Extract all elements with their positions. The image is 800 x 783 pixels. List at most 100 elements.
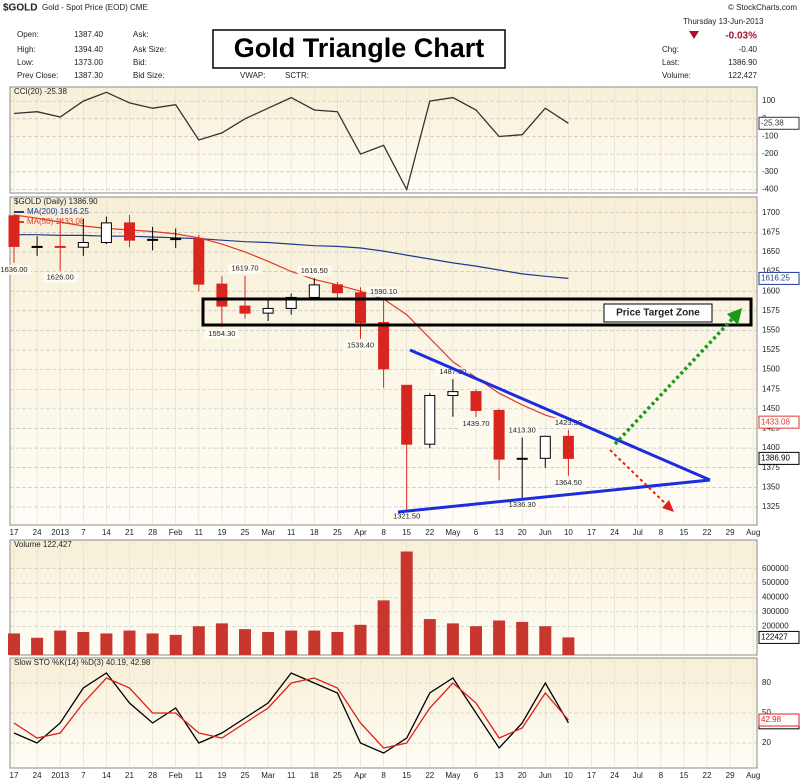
quote-field: VWAP: <box>240 71 265 80</box>
up-arrow-head <box>727 308 742 325</box>
legend-label: MA(50) 1433.08 <box>27 217 85 226</box>
source: © StockCharts.com <box>728 3 797 12</box>
target-zone-box <box>603 303 713 323</box>
y-tick-label: 1575 <box>762 306 780 315</box>
price-label: 1364.50 <box>555 478 582 487</box>
price-label: 1616.50 <box>301 266 328 275</box>
price-label: 1439.70 <box>462 419 489 428</box>
quote-field: Ask Size: <box>133 45 166 54</box>
line <box>13 677 569 749</box>
last-value-label: 1616.25 <box>761 274 790 283</box>
y-tick-label: 1500 <box>762 365 780 374</box>
candle-body <box>285 296 297 309</box>
y-tick-label: -300 <box>762 167 779 176</box>
bar <box>562 637 575 655</box>
price-label-bg <box>366 286 401 297</box>
x-tick-label: 15 <box>679 528 688 537</box>
price-label: 1413.30 <box>509 426 536 435</box>
x-tick-label: 11 <box>287 771 296 780</box>
target-zone-label: Price Target Zone <box>616 308 700 319</box>
panel-title: Slow STO %K(14) %D(3) 40.19, 42.98 <box>14 658 151 667</box>
price-label-bg <box>343 340 378 351</box>
price-label-bg <box>551 477 586 488</box>
symbol-name: Gold - Spot Price (EOD) CME <box>42 3 148 12</box>
x-tick-label: 17 <box>10 771 19 780</box>
price-label: 1590.10 <box>370 287 397 296</box>
y-tick-label: 1475 <box>762 384 780 393</box>
last-value-box <box>758 271 800 285</box>
x-tick-label: 11 <box>195 528 204 537</box>
x-tick-label: 22 <box>425 771 434 780</box>
y-tick-label: 1400 <box>762 443 780 452</box>
quote-label: Open: <box>17 30 39 39</box>
price-label-bg <box>505 500 540 511</box>
x-tick-label: 22 <box>703 528 712 537</box>
last-value-label: -25.38 <box>761 118 784 127</box>
stat-value: 122,427 <box>728 71 757 80</box>
x-tick-label: 10 <box>564 528 573 537</box>
header: $GOLD Gold - Spot Price (EOD) CME © Stoc… <box>3 3 797 80</box>
bar <box>400 551 413 655</box>
x-tick-label: Aug <box>746 528 760 537</box>
quote-value: 1387.30 <box>74 71 103 80</box>
candle-body <box>562 435 574 459</box>
y-tick-label: 50 <box>762 708 771 717</box>
stat-value: -0.40 <box>739 45 758 54</box>
x-tick-label: Apr <box>354 528 367 537</box>
price-label-bg <box>389 511 424 522</box>
x-tick-label: Apr <box>354 771 367 780</box>
up-arrow-line <box>613 314 737 446</box>
y-tick-label: 1700 <box>762 208 780 217</box>
x-tick-label: 19 <box>217 771 226 780</box>
quote-value: 1394.40 <box>74 45 103 54</box>
x-tick-label: 11 <box>287 528 296 537</box>
triangle-lower <box>397 478 711 514</box>
down-arrow-line <box>609 449 669 507</box>
quote-field: Bid Size: <box>133 71 165 80</box>
bar <box>516 621 529 655</box>
price-label-bg <box>505 425 540 436</box>
bar <box>239 629 251 655</box>
y-tick-label: 1650 <box>762 247 780 256</box>
x-tick-label: 21 <box>125 528 134 537</box>
x-tick-label: 28 <box>148 771 157 780</box>
price-label-bg <box>228 263 262 274</box>
bar <box>308 630 321 655</box>
price-label-bg <box>204 329 239 340</box>
price-label: 1539.40 <box>347 341 374 350</box>
last-value-box <box>758 415 800 429</box>
symbol: $GOLD <box>3 3 37 14</box>
x-tick-label: 25 <box>333 771 342 780</box>
bar <box>493 620 506 655</box>
x-tick-label: May <box>445 528 460 537</box>
stat-value: 1386.90 <box>728 58 757 67</box>
price-label: 1626.00 <box>47 273 74 282</box>
candle-body <box>378 322 390 370</box>
bar <box>285 630 298 655</box>
x-tick-label: 17 <box>587 771 596 780</box>
quote-label: Prev Close: <box>17 71 58 80</box>
legend-label: MA(200) 1616.25 <box>27 207 89 216</box>
x-tick-label: 6 <box>474 771 479 780</box>
line <box>13 91 569 192</box>
candle-body <box>100 222 112 244</box>
x-tick-label: 8 <box>381 528 386 537</box>
y-tick-label: 100 <box>762 96 776 105</box>
bar <box>31 637 44 655</box>
x-tick-label: 29 <box>726 771 735 780</box>
price-label-bg <box>459 418 493 429</box>
last-value-box <box>758 116 800 130</box>
y-tick-label: 1600 <box>762 286 780 295</box>
y-tick-label: -400 <box>762 185 779 194</box>
x-tick-label: 24 <box>33 771 42 780</box>
candle-body <box>77 242 89 248</box>
x-tick-label: 6 <box>474 528 479 537</box>
candle-body <box>147 238 159 241</box>
candle-body <box>331 284 343 294</box>
x-tick-label: 24 <box>610 771 619 780</box>
candle-body <box>124 222 135 241</box>
x-tick-label: 8 <box>659 771 664 780</box>
x-tick-label: 17 <box>587 528 596 537</box>
panel-title: Volume 122,427 <box>14 540 72 549</box>
y-tick-label: 1525 <box>762 345 780 354</box>
